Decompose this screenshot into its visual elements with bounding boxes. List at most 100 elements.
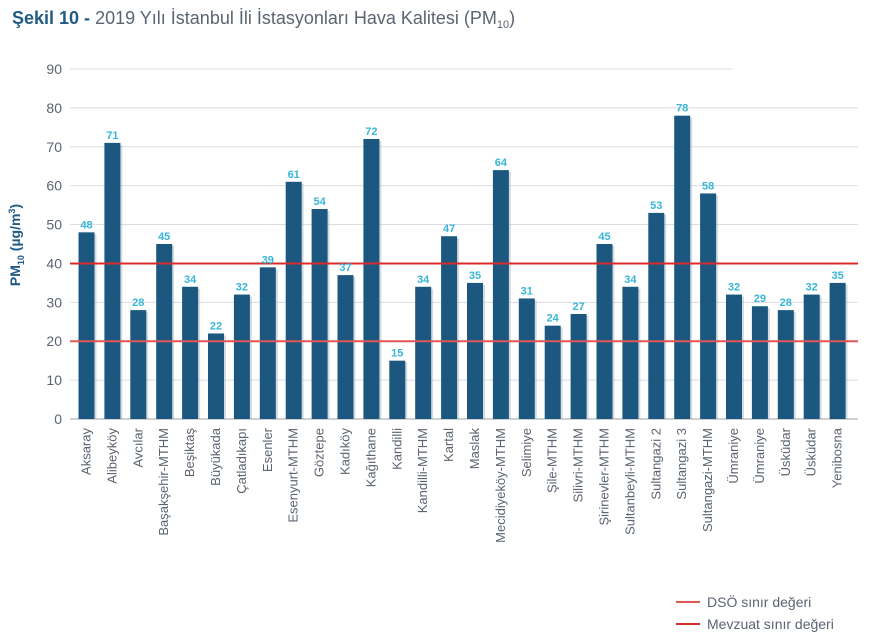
y-tick-label: 0 [54,411,62,427]
y-tick-label: 70 [46,139,62,155]
data-label: 32 [236,282,248,294]
category-label: Sultanbeyli-MTHM [622,428,637,535]
category-label: Sultangazi-MTHM [700,428,715,532]
data-label: 37 [339,262,351,274]
y-tick-label: 60 [46,178,62,194]
category-label: Maslak [467,428,482,470]
data-label: 24 [547,313,560,325]
y-axis-ticks: 0 10 20 30 40 50 60 70 80 90 [46,61,62,427]
bar [182,286,199,419]
data-label: 47 [443,223,455,235]
category-label: Ümraniye [726,428,741,484]
data-label: 34 [184,274,197,286]
bar [674,115,691,420]
bars [78,115,848,420]
figure-caption: 2019 Yılı İstanbul İli İstasyonları Hava… [95,8,497,28]
legend-label: Mevzuat sınır değeri [707,616,834,632]
data-label: 58 [702,180,714,192]
bar [751,306,768,419]
bar [544,325,561,419]
category-label: Göztepe [312,428,327,477]
bar [570,314,587,419]
bar [311,209,328,419]
category-label: Şile-MTHM [545,428,560,493]
bar [259,267,276,419]
bar [233,294,250,419]
bar [803,294,820,419]
y-tick-label: 10 [46,372,62,388]
figure-number: Şekil 10 - [12,8,91,28]
data-label: 64 [495,157,508,169]
data-label: 34 [624,274,637,286]
category-label: Ümraniye [752,428,767,484]
bar [648,212,665,419]
legend: DSÖ sınır değeri Mevzuat sınır değeri [676,593,834,632]
category-label: Kandilli-MTHM [415,428,430,513]
data-label: 45 [598,231,610,243]
data-label: 15 [391,348,403,360]
data-label: 35 [831,270,843,282]
bar [208,333,224,419]
bar [596,244,613,419]
category-label: Sultangazi 3 [674,428,689,500]
category-label: Mecidiyeköy-MTHM [493,428,508,543]
chart-title: Şekil 10 - 2019 Yılı İstanbul İli İstasy… [12,8,515,31]
category-label: Silivri-MTHM [571,428,586,502]
category-label: Esenyurt-MTHM [286,428,301,523]
data-label: 54 [313,196,326,208]
data-label: 71 [106,130,118,142]
category-label: Avcılar [130,427,145,467]
bar [726,294,742,419]
data-label: 22 [210,320,222,332]
bar [518,298,535,419]
bar [104,142,121,419]
bar [363,139,380,419]
category-label: Üsküdar [804,427,819,476]
data-label: 28 [780,297,792,309]
data-label: 34 [417,274,430,286]
category-label: Aksaray [79,428,94,475]
category-label: Kadıköy [338,428,353,475]
data-label: 32 [806,282,818,294]
y-tick-label: 20 [46,333,62,349]
reference-lines [70,262,858,343]
category-label: Kartal [441,428,456,462]
data-label: 78 [676,103,688,115]
y-tick-label: 90 [46,61,62,77]
category-label: Beşiktaş [182,428,197,478]
category-label: Sultangazi 2 [648,428,663,500]
category-labels: Aksaray Alibeyköy Avcılar Başakşehir-MTHM Be… [79,427,845,543]
category-label: Üsküdar [778,427,793,476]
category-label: Şirinevler-MTHM [597,428,612,526]
bar [156,244,173,419]
data-label: 45 [158,231,170,243]
bar [829,282,846,419]
caption-close: ) [509,8,516,28]
category-label: Alibeyköy [104,428,119,484]
y-axis-label: PM10 (µg/m3) [7,204,26,286]
data-label: 53 [650,200,662,212]
category-label: Başakşehir-MTHM [156,428,171,536]
data-label: 29 [754,293,766,305]
bar [777,310,794,419]
bar [441,236,458,419]
bar [622,286,639,419]
data-label: 28 [132,297,144,309]
bar [78,232,95,419]
data-label: 72 [365,126,377,138]
data-labels: 48 71 28 45 34 22 32 39 61 54 37 72 15 34 47 35 64 31 24 27… [80,103,843,360]
category-label: Kandilli [389,428,404,470]
category-label: Yenibosna [830,427,845,488]
category-label: Selimiye [519,428,534,477]
bar [415,286,432,419]
bar [700,193,717,419]
y-tick-label: 40 [46,255,62,271]
bar [337,275,354,419]
y-tick-label: 30 [46,294,62,310]
legend-label: DSÖ sınır değeri [707,593,811,610]
data-label: 48 [80,219,92,231]
data-label: 31 [521,285,533,297]
bar [492,170,509,419]
bar [130,310,147,419]
